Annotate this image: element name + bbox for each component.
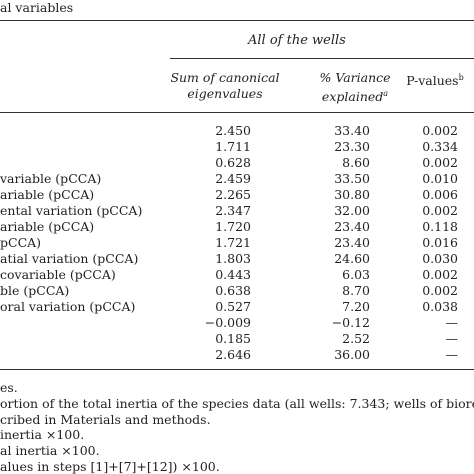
column-header: explaineda (322, 86, 388, 104)
cell: 33.40 (334, 123, 370, 138)
row-label: ariable (pCCA) (0, 219, 95, 234)
cell: 0.016 (422, 235, 458, 250)
cell: — (445, 315, 459, 330)
group-header: All of the wells (248, 33, 346, 48)
cell: 32.00 (334, 203, 370, 218)
cell: — (445, 347, 459, 362)
footnote: alues in steps [1]+[7]+[12]) ×100. (0, 459, 220, 474)
footnote: cribed in Materials and methods. (0, 411, 211, 427)
cell: 33.50 (334, 171, 370, 186)
column-header-text: eigenvalues (187, 86, 263, 101)
cell: 6.03 (342, 267, 370, 282)
cell: 0.006 (422, 187, 458, 202)
row-label: oral variation (pCCA) (0, 299, 136, 314)
cell: 2.450 (215, 123, 251, 138)
rule (0, 20, 474, 21)
cell: 36.00 (334, 347, 370, 362)
cell: 23.30 (334, 139, 370, 154)
row-label: pCCA) (0, 235, 42, 250)
cell: 0.443 (215, 267, 251, 282)
footnote: al inertia ×100. (0, 443, 100, 459)
cell: −0.009 (204, 315, 251, 330)
cell: 8.70 (342, 283, 370, 298)
column-header-text: Sum of canonical (170, 70, 280, 85)
cell: 1.721 (215, 235, 251, 250)
cell: 24.60 (334, 251, 370, 266)
cell: 0.002 (422, 155, 458, 170)
footnote: ortion of the total inertia of the speci… (0, 395, 474, 411)
footnote: inertia ×100. (0, 427, 85, 443)
rule (0, 369, 474, 370)
cell: 0.638 (215, 283, 251, 298)
footnote-mark: a (383, 89, 389, 98)
cell: 0.002 (422, 267, 458, 282)
cell: 2.265 (215, 187, 251, 202)
cell: −0.12 (331, 315, 370, 330)
caption: al variables (0, 0, 74, 15)
rule (0, 112, 474, 113)
footnote: es. (0, 380, 18, 395)
cell: — (445, 331, 459, 346)
cell: 1.720 (215, 219, 251, 234)
cell: 23.40 (334, 219, 370, 234)
row-label: ariable (pCCA) (0, 187, 95, 202)
column-header: eigenvalues (187, 86, 262, 101)
cell: 0.038 (422, 299, 458, 314)
row-label: covariable (pCCA) (0, 267, 116, 282)
cell: 1.711 (215, 139, 251, 154)
cell: 0.185 (215, 331, 251, 346)
row-label: ental variation (pCCA) (0, 203, 143, 218)
cell: 23.40 (334, 235, 370, 250)
column-header-text: % Variance (319, 70, 391, 85)
cell: 0.334 (422, 139, 458, 154)
column-header-text: P-values (406, 73, 459, 89)
cell: 2.459 (215, 171, 251, 186)
cell: 2.646 (215, 347, 251, 362)
column-header: P-valuesb (406, 70, 463, 88)
cell: 2.52 (342, 331, 370, 346)
rule (170, 58, 474, 59)
cell: 0.527 (215, 299, 251, 314)
column-header: Sum of canonical (170, 70, 279, 85)
cell: 1.803 (215, 251, 251, 266)
cell: 0.010 (422, 171, 458, 186)
row-label: ble (pCCA) (0, 283, 70, 298)
cell: 0.002 (422, 203, 458, 218)
column-header-text: explained (321, 89, 384, 105)
cell: 8.60 (342, 155, 370, 170)
cell: 0.628 (215, 155, 251, 170)
cell: 30.80 (334, 187, 370, 202)
column-header: % Variance (319, 70, 390, 85)
cell: 0.002 (422, 283, 458, 298)
row-label: variable (pCCA) (0, 171, 102, 186)
row-label: atial variation (pCCA) (0, 251, 139, 266)
cell: 0.118 (422, 219, 458, 234)
cell: 7.20 (342, 299, 370, 314)
cell: 0.002 (422, 123, 458, 138)
cell: 2.347 (215, 203, 251, 218)
cell: 0.030 (422, 251, 458, 266)
footnote-mark: b (458, 73, 464, 82)
